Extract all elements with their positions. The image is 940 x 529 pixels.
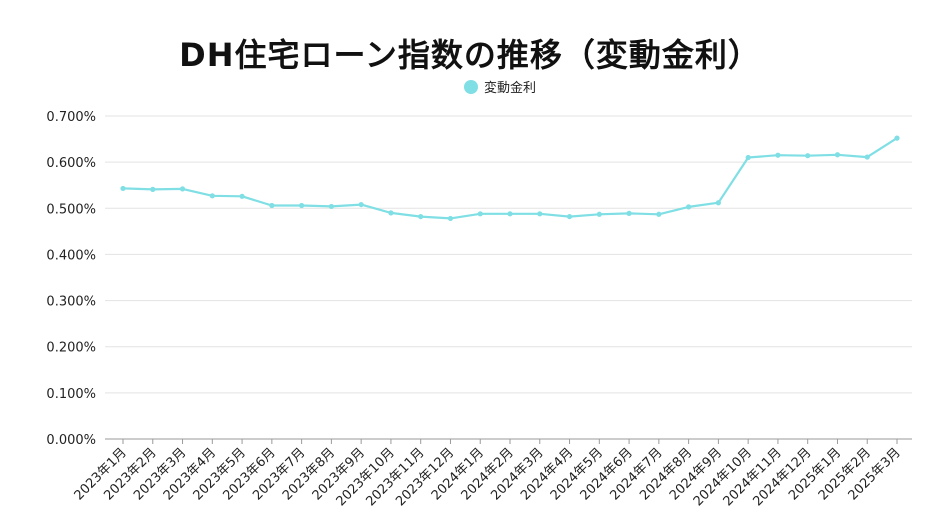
series-layer [120, 135, 900, 222]
data-point [358, 201, 364, 208]
data-point [596, 211, 602, 217]
x-axis-ticks: 2023年1月2023年2月2023年3月2023年4月2023年5月2023年… [72, 439, 904, 509]
data-point [328, 203, 334, 210]
y-tick-label: 0.100% [46, 387, 96, 402]
legend-marker [464, 80, 478, 94]
chart-title: DH住宅ローン指数の推移（変動金利） [179, 36, 761, 74]
data-point [299, 202, 305, 209]
data-point [745, 154, 751, 161]
data-point [775, 152, 781, 158]
data-point [894, 135, 900, 141]
grid-lines [105, 115, 912, 440]
data-point [805, 153, 811, 159]
series-line [122, 137, 898, 220]
data-point [150, 186, 156, 192]
data-point [686, 204, 692, 210]
data-point [269, 202, 275, 209]
data-point [239, 193, 245, 199]
data-point [507, 211, 513, 217]
y-tick-label: 0.300% [46, 295, 96, 310]
y-axis-ticks: 0.000% 0.100% 0.200% 0.300% 0.400% 0.500% 0.60… [46, 110, 96, 448]
data-point [626, 210, 632, 216]
data-point [477, 211, 483, 217]
y-tick-label: 0.500% [46, 202, 96, 217]
data-point [209, 193, 215, 199]
y-tick-label: 0.600% [46, 156, 96, 171]
data-point [834, 152, 841, 158]
data-point [447, 215, 454, 222]
data-point [388, 210, 394, 216]
data-point [864, 154, 870, 160]
y-tick-label: 0.000% [46, 433, 96, 448]
y-tick-label: 0.400% [46, 248, 96, 263]
data-point [537, 211, 543, 217]
data-point [418, 213, 424, 220]
data-point [179, 186, 186, 192]
legend: 変動金利 [464, 80, 536, 96]
data-point [715, 200, 721, 206]
data-point [656, 211, 662, 217]
y-tick-label: 0.200% [46, 341, 96, 356]
legend-label: 変動金利 [484, 80, 536, 96]
data-point [566, 213, 573, 220]
data-point [120, 185, 126, 192]
y-tick-label: 0.700% [46, 110, 96, 125]
